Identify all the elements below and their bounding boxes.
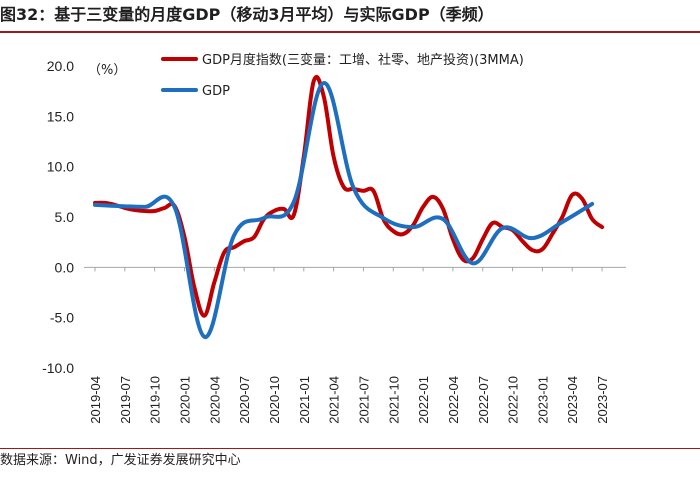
series-line-gdp xyxy=(93,81,595,339)
x-tick-label: 2021-04 xyxy=(327,376,342,424)
y-tick-label: 5.0 xyxy=(55,209,75,225)
x-tick-label: 2022-04 xyxy=(446,376,461,424)
series-layer xyxy=(93,74,605,339)
y-tick-label: 10.0 xyxy=(47,159,74,175)
chart: 20.015.010.05.00.0-5.0-10.0 2019-04 2019-… xyxy=(42,52,626,424)
x-tick-label: 2023-01 xyxy=(535,376,550,424)
y-tick-label: 0.0 xyxy=(55,259,75,275)
x-tick-label: 2022-10 xyxy=(506,376,521,424)
x-tick-label: 2021-01 xyxy=(297,376,312,424)
x-axis-layer: 2019-04 2019-07 2019-10 2020-01 2020-04 2020-… xyxy=(88,267,610,424)
x-tick-label: 2022-01 xyxy=(416,376,431,424)
y-tick-label: -10.0 xyxy=(42,360,74,376)
x-tick-label: 2021-07 xyxy=(356,376,371,424)
legend-label-monthly-gdp: GDP月度指数(三变量：工增、社零、地产投资)(3MMA) xyxy=(202,52,524,68)
x-tick-label: 2020-07 xyxy=(237,376,252,424)
x-tick-label: 2022-07 xyxy=(476,376,491,424)
y-tick-label: 15.0 xyxy=(47,108,74,124)
legend: GDP月度指数(三变量：工增、社零、地产投资)(3MMA) GDP xyxy=(161,52,524,99)
x-tick-label: 2020-01 xyxy=(177,376,192,424)
x-tick-label: 2019-04 xyxy=(88,376,103,424)
y-unit-label: （%） xyxy=(88,63,126,78)
x-tick-label: 2020-10 xyxy=(267,376,282,424)
x-tick-label: 2019-07 xyxy=(118,376,133,424)
y-tick-label: -5.0 xyxy=(50,310,74,326)
x-tick-label: 2023-04 xyxy=(565,376,580,424)
legend-label-gdp: GDP xyxy=(202,84,230,99)
y-tick-label: 20.0 xyxy=(47,58,74,74)
x-tick-label: 2020-04 xyxy=(207,376,222,424)
title-rule xyxy=(0,31,700,33)
figure-title: 图32：基于三变量的月度GDP（移动3月平均）与实际GDP（季频） xyxy=(0,5,494,24)
source-note: 数据来源：Wind，广发证券发展研究中心 xyxy=(0,453,241,468)
bottom-rule xyxy=(0,448,700,449)
y-axis-layer: 20.0 15.0 10.0 5.0 0.0 -5.0 -10.0 xyxy=(42,58,74,376)
x-tick-label: 2021-10 xyxy=(386,376,401,424)
x-tick-label: 2023-07 xyxy=(595,376,610,424)
series-line-monthly-gdp xyxy=(93,74,605,318)
x-tick-label: 2019-10 xyxy=(148,376,163,424)
